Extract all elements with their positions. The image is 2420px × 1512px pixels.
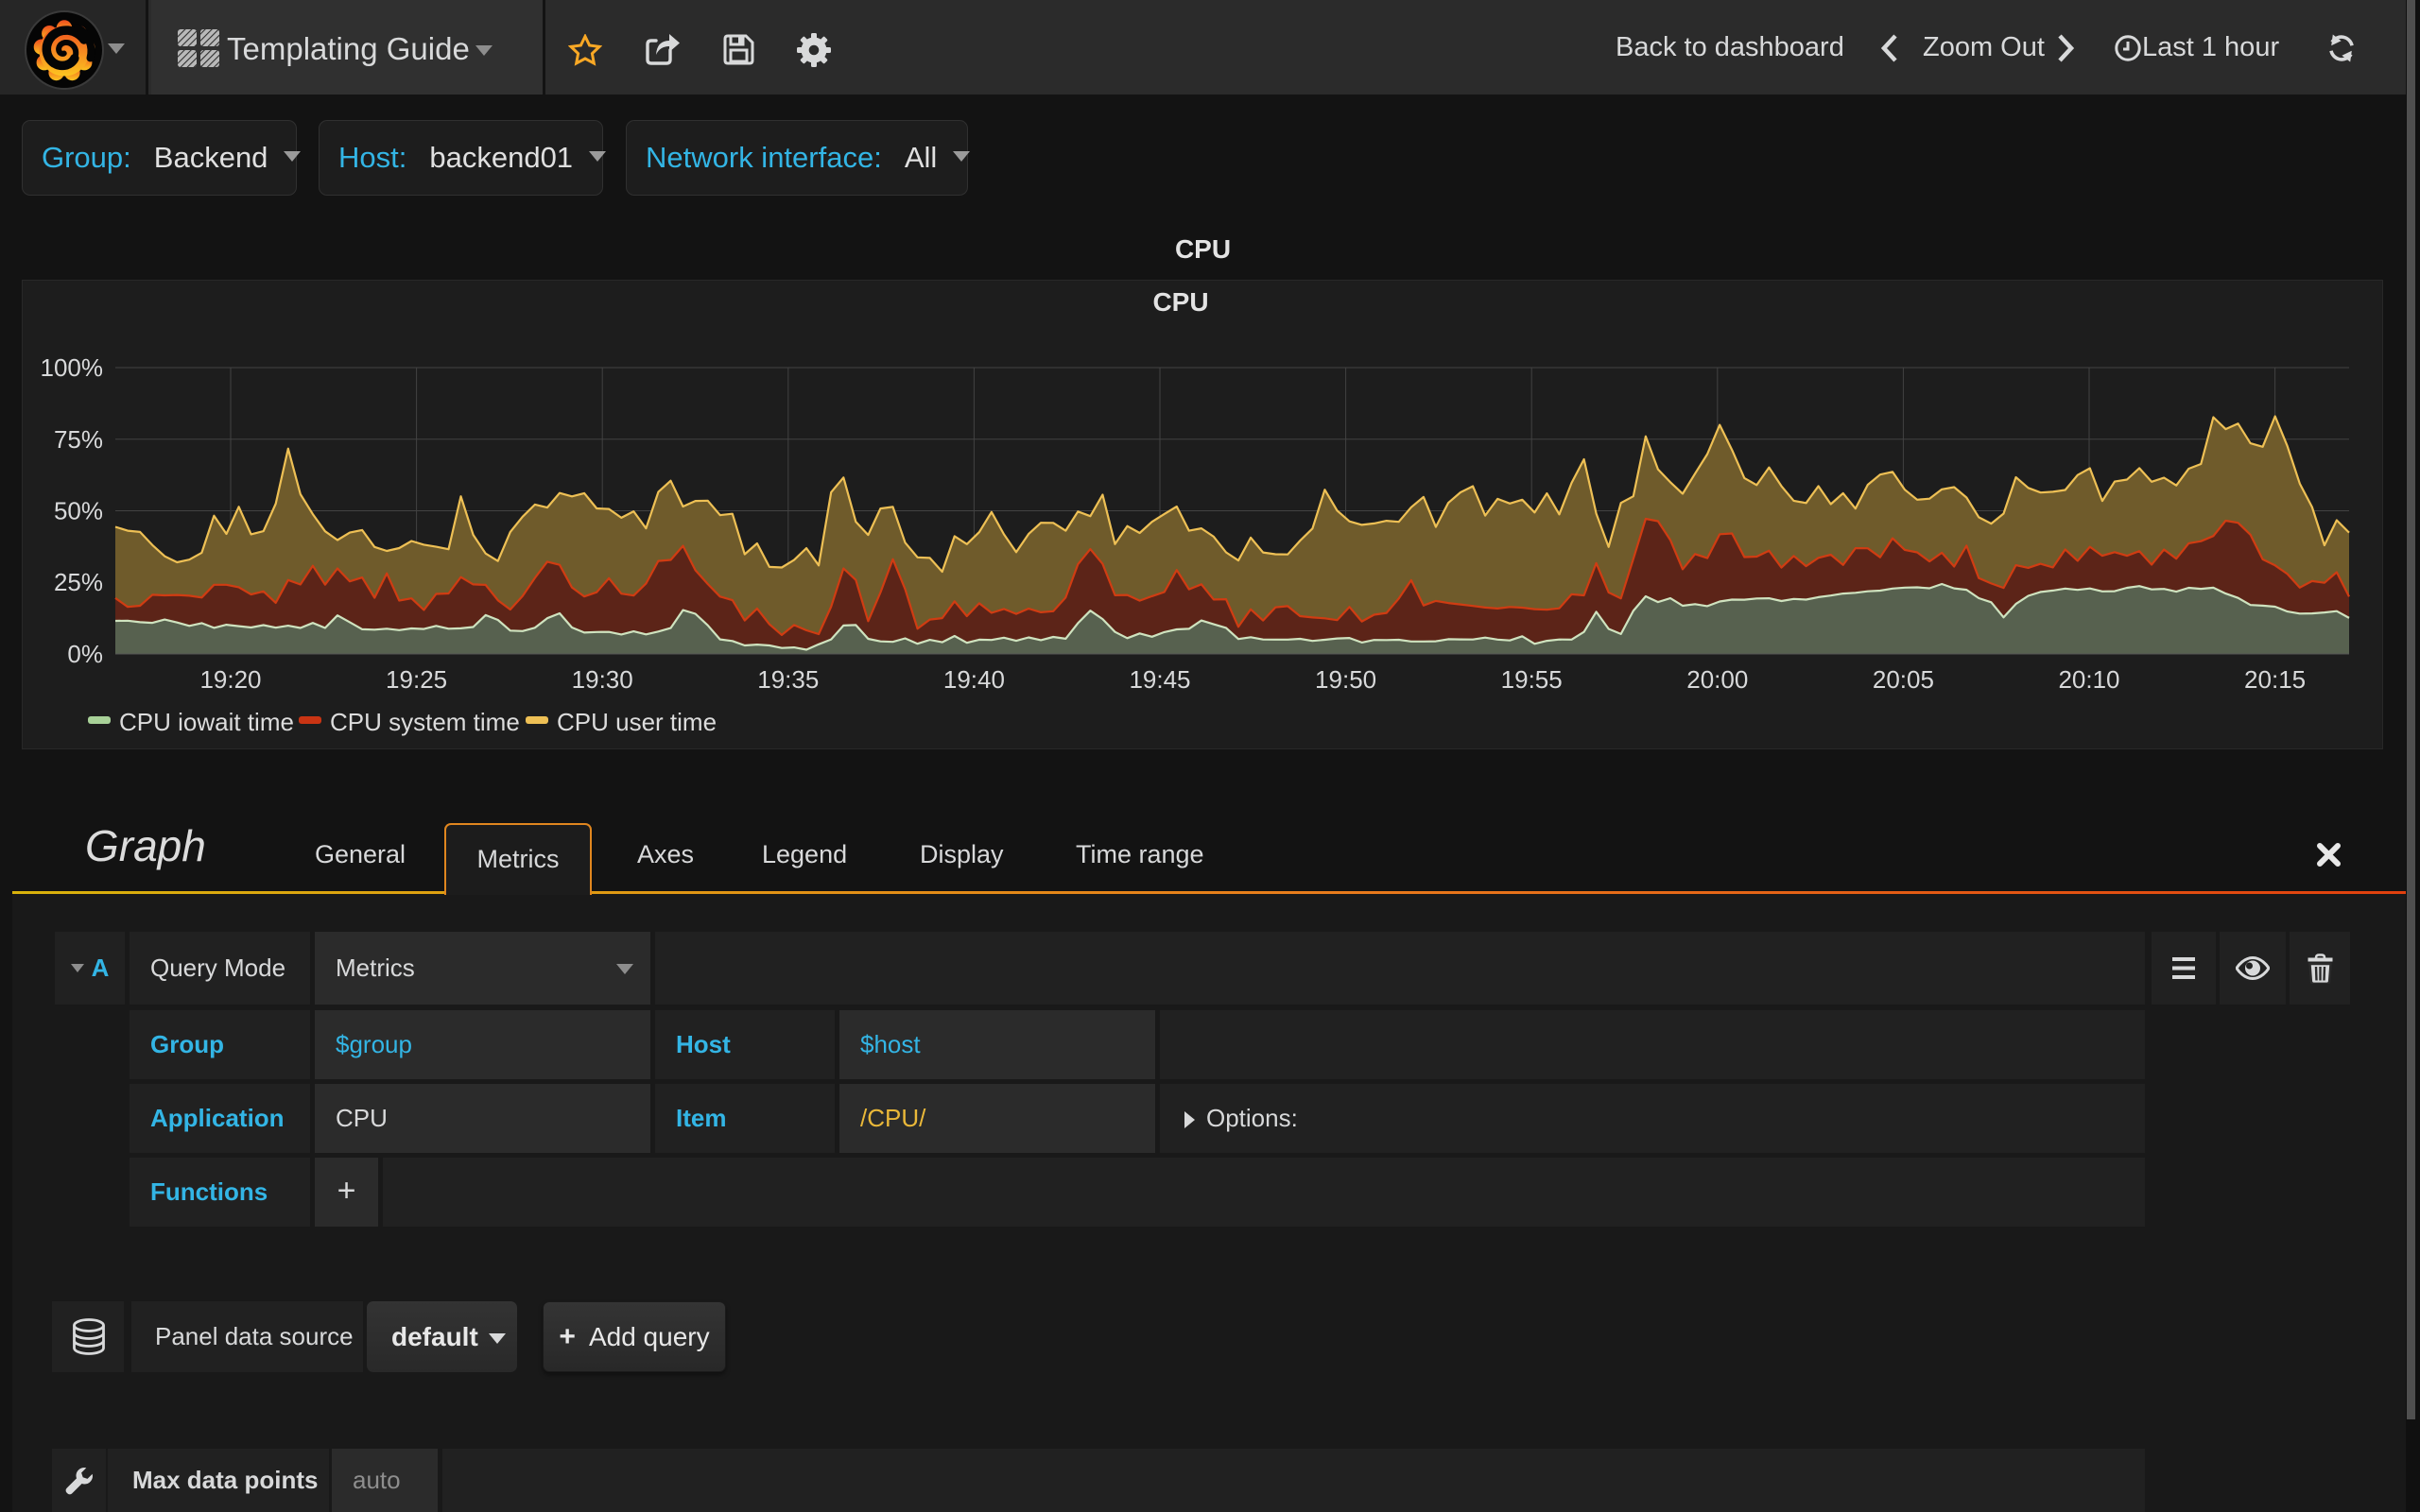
svg-text:25%: 25% bbox=[54, 568, 103, 596]
svg-text:19:20: 19:20 bbox=[199, 665, 261, 694]
svg-text:20:10: 20:10 bbox=[2058, 665, 2119, 694]
svg-text:19:55: 19:55 bbox=[1501, 665, 1563, 694]
svg-text:19:25: 19:25 bbox=[386, 665, 447, 694]
svg-text:0%: 0% bbox=[67, 640, 103, 668]
svg-text:CPU system time: CPU system time bbox=[330, 708, 520, 736]
svg-text:20:15: 20:15 bbox=[2244, 665, 2306, 694]
svg-text:19:45: 19:45 bbox=[1129, 665, 1190, 694]
svg-text:50%: 50% bbox=[54, 497, 103, 525]
svg-text:19:40: 19:40 bbox=[943, 665, 1005, 694]
svg-text:19:50: 19:50 bbox=[1315, 665, 1376, 694]
svg-text:100%: 100% bbox=[41, 353, 104, 382]
svg-text:75%: 75% bbox=[54, 425, 103, 454]
svg-text:19:35: 19:35 bbox=[757, 665, 819, 694]
svg-text:CPU user time: CPU user time bbox=[557, 708, 717, 736]
svg-text:20:00: 20:00 bbox=[1686, 665, 1748, 694]
svg-text:20:05: 20:05 bbox=[1873, 665, 1934, 694]
svg-text:19:30: 19:30 bbox=[572, 665, 633, 694]
svg-text:CPU iowait time: CPU iowait time bbox=[119, 708, 294, 736]
